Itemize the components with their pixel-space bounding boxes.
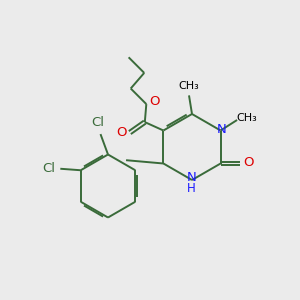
Text: Cl: Cl bbox=[42, 162, 56, 175]
Text: CH₃: CH₃ bbox=[178, 81, 200, 91]
Text: O: O bbox=[116, 125, 127, 139]
Text: H: H bbox=[187, 182, 196, 196]
Text: CH₃: CH₃ bbox=[236, 112, 257, 123]
Text: Cl: Cl bbox=[91, 116, 104, 129]
Text: O: O bbox=[243, 156, 254, 169]
Text: O: O bbox=[149, 95, 160, 108]
Text: N: N bbox=[216, 123, 226, 136]
Text: N: N bbox=[187, 171, 196, 184]
